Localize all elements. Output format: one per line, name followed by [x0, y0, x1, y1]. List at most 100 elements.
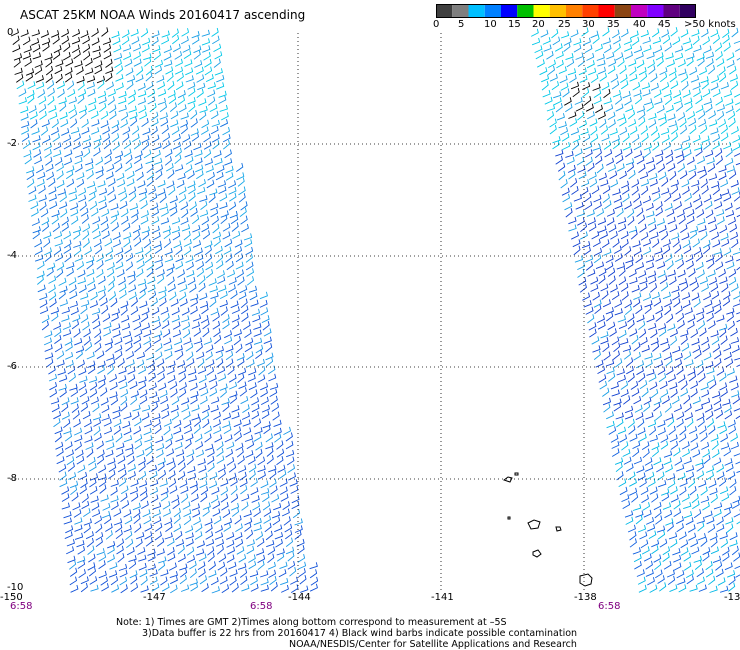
wind-barb [607, 111, 616, 120]
wind-barb [162, 133, 171, 142]
wind-barb [727, 471, 736, 480]
wind-barb [102, 230, 110, 240]
wind-barb [655, 253, 664, 262]
wind-barb [581, 179, 590, 187]
wind-barb [260, 388, 268, 398]
wind-barb [113, 155, 122, 165]
wind-barb [704, 299, 713, 308]
wind-barb [260, 382, 269, 391]
wind-barb [286, 456, 295, 466]
wind-barb [536, 59, 545, 68]
wind-barb [160, 217, 170, 225]
wind-barb [116, 545, 124, 555]
wind-barb [263, 336, 272, 345]
wind-barb [74, 517, 83, 525]
wind-barb [680, 224, 688, 233]
wind-barb [699, 425, 707, 435]
wind-barb [120, 208, 129, 218]
wind-barb [35, 75, 44, 83]
wind-barb [261, 404, 270, 413]
wind-barb [638, 117, 646, 127]
wind-barb [206, 179, 215, 189]
wind-barb [177, 96, 186, 106]
wind-barb [714, 350, 722, 360]
wind-barb [642, 36, 651, 44]
wind-barb [212, 312, 220, 322]
wind-barb [246, 539, 255, 547]
wind-barb [64, 432, 73, 442]
wind-barb [729, 375, 738, 383]
wind-barb [38, 96, 47, 105]
wind-barb [602, 185, 611, 195]
wind-barb [174, 147, 182, 158]
wind-barb [267, 553, 275, 564]
wind-barb [635, 411, 644, 421]
wind-barb [652, 238, 660, 248]
wind-barb [176, 72, 184, 82]
wind-barb [91, 307, 101, 315]
wind-barb [141, 135, 150, 144]
wind-barb [584, 44, 593, 53]
wind-barb [629, 531, 637, 541]
wind-barb [225, 165, 234, 174]
wind-barb [606, 51, 615, 60]
wind-barb [294, 530, 302, 540]
wind-barb [108, 291, 117, 301]
colorbar-labels: 0 5 10 15 20 25 30 35 40 45 >50 knots [430, 19, 740, 31]
wind-barb [658, 373, 667, 383]
wind-barb [631, 388, 640, 397]
wind-barb [166, 267, 174, 277]
wind-barb [644, 304, 652, 315]
wind-barb [95, 523, 103, 534]
wind-barb [682, 299, 691, 309]
wind-barb [187, 81, 196, 90]
wind-barb [69, 291, 78, 300]
wind-barb [570, 231, 579, 240]
wind-barb [256, 358, 265, 367]
wind-barb [701, 28, 709, 38]
wind-barb [132, 133, 140, 143]
wind-barb [265, 442, 274, 450]
wind-barb [267, 561, 276, 570]
wind-barb [661, 488, 670, 496]
wind-barb [82, 43, 91, 53]
wind-barb [112, 323, 121, 331]
wind-barb [719, 323, 728, 331]
wind-barb [184, 426, 193, 435]
wind-barb [70, 485, 78, 496]
wind-barb [683, 245, 692, 254]
wind-barb [108, 275, 116, 286]
wind-barb [90, 495, 99, 503]
wind-barb [296, 538, 305, 547]
wind-barb [175, 81, 184, 91]
wind-barb [171, 494, 180, 503]
wind-barb [73, 240, 82, 248]
wind-barb [143, 149, 152, 159]
wind-barb [681, 342, 690, 352]
wind-barb [54, 343, 63, 353]
wind-barb [606, 411, 614, 420]
wind-barb [613, 43, 621, 53]
wind-barb [652, 132, 660, 142]
wind-barb [724, 562, 733, 571]
wind-barb [92, 314, 100, 324]
wind-barb [559, 75, 568, 84]
wind-barb [207, 89, 216, 98]
wind-barb [643, 509, 652, 518]
wind-barb [259, 299, 268, 308]
wind-barb [131, 36, 140, 45]
wind-barb [608, 58, 617, 67]
wind-barb [680, 539, 689, 549]
wind-barb [217, 180, 227, 188]
wind-barb [245, 246, 254, 256]
wind-barb [298, 568, 306, 578]
wind-barb [673, 404, 682, 413]
wind-barb [703, 244, 711, 255]
wind-barb [670, 486, 678, 495]
wind-barb [684, 307, 693, 315]
wind-barb [632, 133, 640, 143]
wind-barb [676, 411, 685, 420]
wind-barb [195, 164, 204, 173]
wind-barb [36, 270, 45, 279]
wind-barb [174, 51, 183, 60]
